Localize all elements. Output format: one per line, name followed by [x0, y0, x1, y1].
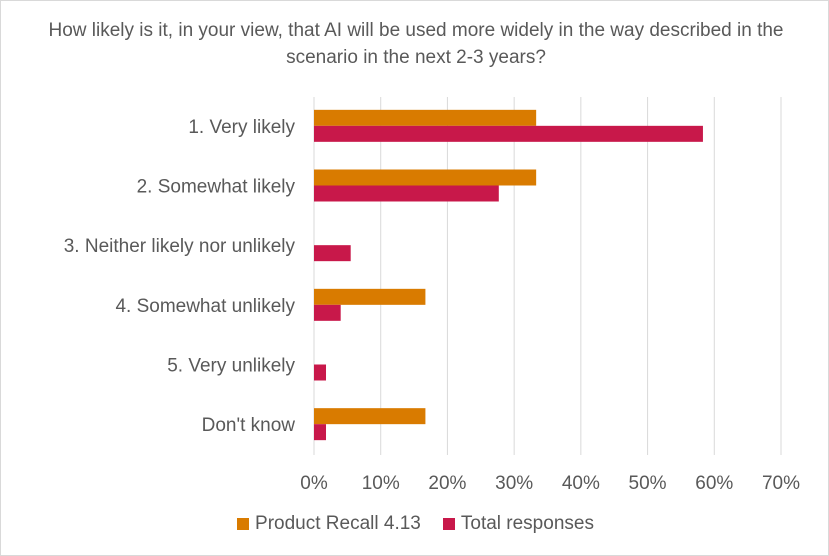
- x-tick-label: 30%: [495, 473, 533, 494]
- x-tick-label: 0%: [300, 473, 328, 494]
- legend-swatch-product-recall: [237, 518, 250, 530]
- bar-total-responses: [314, 364, 327, 381]
- x-tick-label: 60%: [695, 473, 733, 494]
- chart-title: How likely is it, in your view, that AI …: [48, 20, 784, 68]
- x-tick-label: 10%: [362, 473, 400, 494]
- chart-plot: 0% 10% 20% 30% 40% 50% 60% 70% 1. Very likely 2. …: [64, 97, 800, 494]
- bar-total-responses: [314, 304, 341, 321]
- bar-total-responses: [314, 125, 703, 142]
- bar-product-recall: [314, 109, 537, 126]
- x-tick-label: 50%: [629, 473, 667, 494]
- bar-total-responses: [314, 424, 327, 441]
- bar-total-responses: [314, 245, 351, 262]
- category-label: 4. Somewhat unlikely: [115, 296, 295, 317]
- bar-total-responses: [314, 185, 499, 202]
- legend-swatch-total-responses: [442, 518, 455, 530]
- bar-product-recall: [314, 288, 426, 305]
- legend-label-total-responses: Total responses: [460, 513, 594, 534]
- x-tick-label: 70%: [762, 473, 800, 494]
- legend-item-product-recall: Product Recall 4.13: [237, 513, 421, 535]
- bar-product-recall: [314, 169, 537, 186]
- x-tick-label: 40%: [562, 473, 600, 494]
- legend: Product Recall 4.13 Total responses: [1, 513, 829, 535]
- legend-item-total-responses: Total responses: [442, 513, 594, 535]
- category-label: 5. Very unlikely: [167, 356, 295, 377]
- category-label: 2. Somewhat likely: [137, 177, 296, 198]
- legend-label-product-recall: Product Recall 4.13: [255, 513, 421, 534]
- category-label: Don't know: [202, 415, 296, 436]
- category-label: 1. Very likely: [188, 117, 295, 138]
- x-tick-label: 20%: [428, 473, 466, 494]
- category-label: 3. Neither likely nor unlikely: [64, 236, 296, 257]
- bar-product-recall: [314, 408, 426, 425]
